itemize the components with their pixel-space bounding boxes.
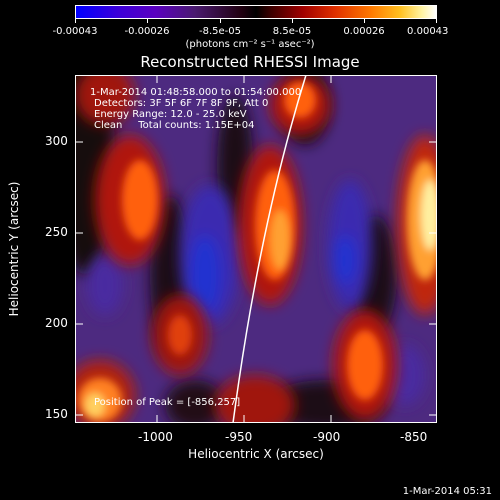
colorbar-tick [75, 19, 76, 23]
colorbar-tick-label: -8.5e-05 [199, 26, 241, 37]
colorbar-tick-label: 8.5e-05 [272, 26, 312, 37]
solar-limb-line [232, 75, 307, 423]
energy-range-info: Energy Range: 12.0 - 25.0 keV [94, 109, 247, 120]
x-tick-label: -850 [400, 430, 428, 444]
x-tick-label: -1000 [138, 430, 173, 444]
colorbar-tick-label: 0.00043 [407, 26, 449, 37]
x-tick-label: -900 [313, 430, 341, 444]
y-axis-label: Heliocentric Y (arcsec) [7, 181, 21, 317]
colorbar-tick [436, 19, 437, 23]
peak-position-label: Position of Peak = [-856,257] [94, 397, 241, 408]
colorbar-tick-label: 0.00026 [343, 26, 385, 37]
colorbar-tick [147, 19, 148, 23]
clean-counts-info: Clean Total counts: 1.15E+04 [94, 120, 255, 131]
colorbar-tick [292, 19, 293, 23]
y-tick-label: 200 [45, 316, 68, 330]
y-tick-label: 150 [45, 407, 68, 421]
y-tick-label: 300 [45, 134, 68, 148]
plot-title: Reconstructed RHESSI Image [140, 53, 360, 71]
obs-time-range: 1-Mar-2014 01:48:58.000 to 01:54:00.000 [90, 87, 302, 98]
image-bright-regions [78, 82, 437, 422]
colorbar-tick [220, 19, 221, 23]
colorbar [75, 5, 437, 19]
image-negative-regions [87, 180, 425, 405]
colorbar-tick-label: -0.00043 [52, 26, 98, 37]
timestamp: 1-Mar-2014 05:31 [402, 486, 492, 497]
x-tick-label: -950 [225, 430, 253, 444]
colorbar-tick-label: -0.00026 [124, 26, 170, 37]
rhessi-image [75, 75, 437, 423]
y-tick-label: 250 [45, 225, 68, 239]
x-axis-label: Heliocentric X (arcsec) [188, 447, 324, 461]
colorbar-tick [364, 19, 365, 23]
colorbar-unit-label: (photons cm⁻² s⁻¹ asec⁻²) [185, 39, 315, 50]
detectors-info: Detectors: 3F 5F 6F 7F 8F 9F, Att 0 [94, 98, 269, 109]
rhessi-image-map [75, 75, 437, 423]
